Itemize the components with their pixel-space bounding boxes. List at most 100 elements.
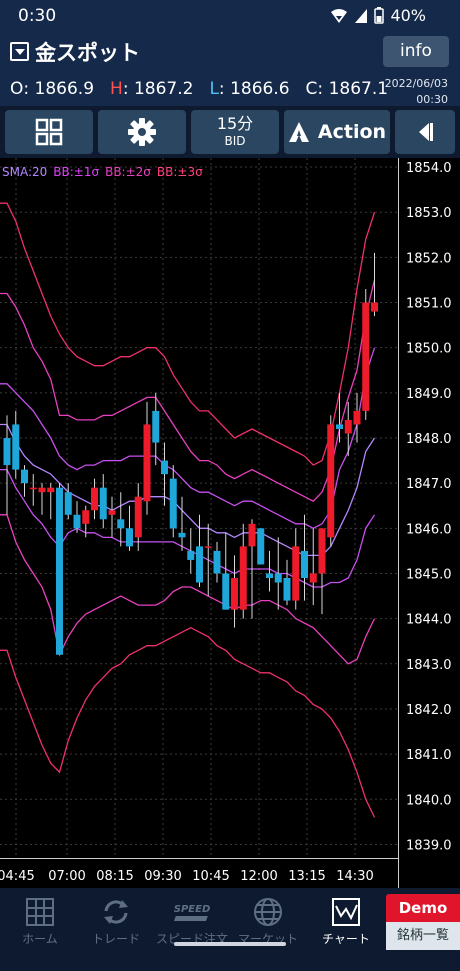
collapse-panel-button[interactable] xyxy=(395,110,455,154)
bottom-tab-bar: ホーム トレード SPEED スピード注文 マーケット チャート Demo 銘柄… xyxy=(0,888,460,971)
candle-body xyxy=(231,578,238,610)
symbol-dropdown-icon[interactable] xyxy=(10,42,29,61)
x-tick-label: 12:00 xyxy=(240,869,277,884)
candle-body xyxy=(283,578,291,601)
refresh-icon xyxy=(104,900,128,924)
candle-body xyxy=(73,514,81,529)
candle-body xyxy=(108,510,116,515)
sma-line xyxy=(0,423,376,557)
layout-button[interactable] xyxy=(5,110,93,154)
candle-body xyxy=(47,487,55,493)
x-tick-label: 09:30 xyxy=(144,869,181,884)
svg-text:SPEED: SPEED xyxy=(174,904,211,915)
candle-body xyxy=(134,496,142,538)
demo-switch[interactable]: Demo 銘柄一覧 xyxy=(386,894,460,950)
chart-toolbar: 15分 BID Action xyxy=(0,106,460,158)
action-logo-icon xyxy=(288,122,309,142)
x-tick-label: 08:15 xyxy=(96,869,133,884)
y-tick-label: 1842.0 xyxy=(406,703,452,718)
candle-body xyxy=(126,528,133,547)
home-indicator[interactable] xyxy=(174,942,286,946)
legend-bb1: BB:±1σ xyxy=(53,165,100,179)
candle-body xyxy=(21,469,28,484)
candle-body xyxy=(353,410,361,425)
brand-list-button[interactable]: 銘柄一覧 xyxy=(386,922,460,950)
candle-body xyxy=(274,573,282,583)
chart-area[interactable]: 1854.0 1853.0 1852.0 1851.0 1850.0 1849.0 1848… xyxy=(0,158,460,888)
y-tick-label: 1851.0 xyxy=(406,297,452,312)
battery-level: 40% xyxy=(390,6,426,25)
low-value: 1866.6 xyxy=(230,79,290,99)
candle-body xyxy=(161,460,168,475)
y-tick-label: 1854.0 xyxy=(406,161,452,176)
candle-body xyxy=(196,546,203,583)
y-tick-label: 1839.0 xyxy=(406,838,452,853)
wifi-icon xyxy=(331,8,348,23)
candle-body xyxy=(301,550,308,578)
symbol-name[interactable]: 金スポット xyxy=(35,41,140,65)
status-time: 0:30 xyxy=(18,6,57,26)
tab-speed-order[interactable]: SPEED スピード注文 xyxy=(154,894,230,947)
candle-body xyxy=(239,546,247,610)
y-tick-label: 1844.0 xyxy=(406,613,452,628)
tab-chart[interactable]: チャート xyxy=(308,894,384,947)
tab-home-label: ホーム xyxy=(22,932,58,946)
bb2-upper-line xyxy=(0,279,376,502)
tab-chart-label: チャート xyxy=(322,932,370,946)
y-tick-label: 1845.0 xyxy=(406,567,452,582)
indicator-legend: SMA:20 BB:±1σ BB:±2σ BB:±3σ xyxy=(2,165,203,179)
candle-body xyxy=(3,438,11,466)
candle-body xyxy=(187,550,195,560)
timeframe-label: 15分 xyxy=(216,114,254,133)
x-tick-label: 04:45 xyxy=(0,869,35,884)
candle-body xyxy=(117,519,125,529)
timeframe-button[interactable]: 15分 BID xyxy=(191,110,279,154)
globe-icon xyxy=(254,898,282,926)
high-key: H xyxy=(110,79,123,99)
chart-icon xyxy=(332,898,360,926)
open-key: O xyxy=(10,79,24,99)
speed-icon: SPEED xyxy=(174,904,211,921)
candle-body xyxy=(152,410,160,443)
price-chart[interactable]: 1854.0 1853.0 1852.0 1851.0 1850.0 1849.0 1848… xyxy=(0,158,460,888)
y-tick-label: 1840.0 xyxy=(406,793,452,808)
info-button[interactable]: info xyxy=(383,36,449,67)
candle-body xyxy=(327,424,335,538)
candle-body xyxy=(344,419,352,434)
close-value: 1867.1 xyxy=(328,79,389,99)
x-tick-label: 10:45 xyxy=(192,869,229,884)
candle-body xyxy=(257,528,265,565)
candle-body xyxy=(91,487,98,511)
candle-body xyxy=(362,302,370,411)
candle-body xyxy=(178,532,186,538)
candle-body xyxy=(248,523,256,547)
tab-trade[interactable]: トレード xyxy=(78,894,154,947)
candle-body xyxy=(371,302,378,312)
legend-bb2: BB:±2σ xyxy=(105,165,151,179)
y-tick-label: 1853.0 xyxy=(406,206,452,221)
y-tick-label: 1847.0 xyxy=(406,477,452,492)
symbol-header: 金スポット info O: 1866.9 H: 1867.2 L: 1866.6… xyxy=(0,31,460,106)
bb3-upper-line xyxy=(0,202,376,466)
action-button[interactable]: Action xyxy=(284,110,390,154)
y-tick-label: 1843.0 xyxy=(406,658,452,673)
low-key: L xyxy=(209,79,219,99)
settings-button[interactable] xyxy=(98,110,186,154)
candle-body xyxy=(292,546,300,601)
battery-icon xyxy=(374,7,385,24)
demo-badge[interactable]: Demo xyxy=(386,894,460,922)
tab-home[interactable]: ホーム xyxy=(2,894,78,947)
candle-body xyxy=(318,528,326,574)
x-tick-label: 07:00 xyxy=(48,869,85,884)
legend-bb3: BB:±3σ xyxy=(156,165,203,179)
bb1-upper-line xyxy=(0,347,376,530)
candle-body xyxy=(336,424,343,429)
close-key: C xyxy=(305,79,318,99)
tab-market[interactable]: マーケット xyxy=(230,894,306,947)
high-value: 1867.2 xyxy=(133,79,194,99)
collapse-left-icon xyxy=(419,123,433,141)
price-type-label: BID xyxy=(224,134,246,148)
candle-body xyxy=(64,492,72,515)
y-tick-label: 1848.0 xyxy=(406,432,452,447)
candle-body xyxy=(204,546,212,548)
